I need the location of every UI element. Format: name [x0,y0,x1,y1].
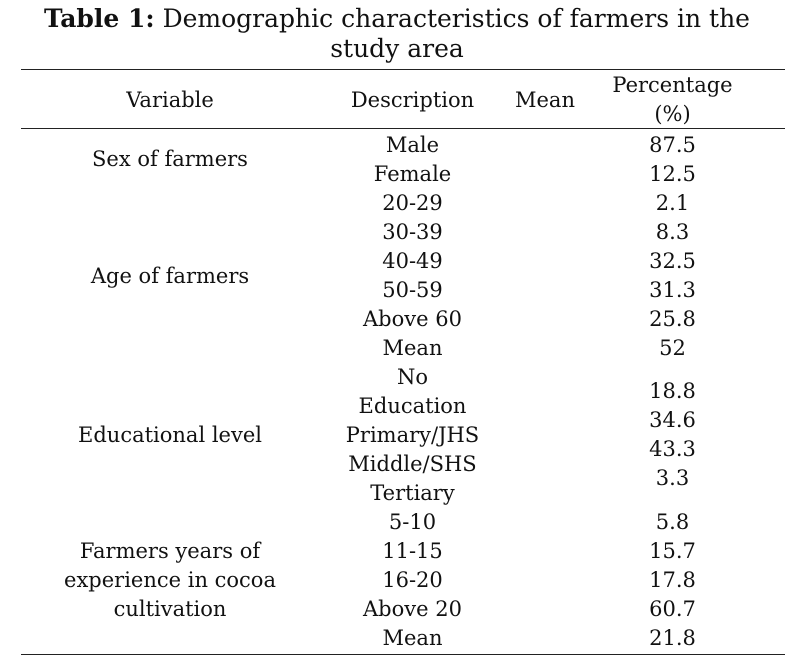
group-experience-description: 16-20 [382,568,443,592]
group-experience-variable: cultivation [113,597,227,621]
table-title-text: Demographic characteristics of farmers i… [154,4,750,63]
group-age-description: 20-29 [382,191,443,215]
group-age-percentage: 52 [659,336,686,360]
header-description: Description [350,88,475,112]
header-mean: Mean [515,88,575,112]
group-education-percentage: 43.3 [649,437,696,461]
group-age-description: Mean [382,336,443,360]
group-education-description: Middle/SHS [348,452,477,476]
group-education-percentage: 3.3 [655,466,690,490]
group-age-description: 40-49 [382,249,443,273]
group-experience-variable: Farmers years of [79,539,261,563]
header-percentage: Percentage [612,73,733,97]
group-experience-percentage: 5.8 [655,510,690,534]
group-education-variable: Educational level [78,423,262,447]
header-variable: Variable [126,88,214,112]
group-education-description: No [396,365,429,389]
group-age-percentage: 31.3 [649,278,696,302]
group-experience-percentage: 17.8 [649,568,696,592]
table-title-label: Table 1: [44,4,155,33]
group-experience-percentage: 21.8 [649,626,696,650]
group-age-percentage: 25.8 [649,307,696,331]
group-age-description: 50-59 [382,278,443,302]
group-sex-description: Female [373,162,452,186]
group-age-variable: Age of farmers [90,264,250,288]
group-age-percentage: 8.3 [655,220,690,244]
top-rule [21,69,785,70]
group-age-percentage: 2.1 [655,191,690,215]
group-age-description: Above 60 [363,307,462,331]
group-experience-percentage: 15.7 [649,539,696,563]
group-experience-variable: experience in cocoa [64,568,276,592]
group-experience-description: Mean [382,626,443,650]
group-education-description: Education [358,394,467,418]
group-experience-description: 11-15 [382,539,443,563]
table-title: Table 1: Demographic characteristics of … [10,4,784,64]
group-experience-description: 5-10 [388,510,437,534]
group-education-description: Primary/JHS [345,423,480,447]
group-education-description: Tertiary [370,481,455,505]
group-sex-percentage: 87.5 [649,133,696,157]
group-sex-percentage: 12.5 [649,162,696,186]
bottom-rule [21,654,785,655]
group-sex-variable: Sex of farmers [92,147,248,171]
group-sex-description: Male [385,133,440,157]
group-age-description: 30-39 [382,220,443,244]
header-rule [21,128,785,129]
group-education-percentage: 18.8 [649,379,696,403]
header-percentage-unit: (%) [654,102,691,126]
group-education-percentage: 34.6 [649,408,696,432]
group-experience-percentage: 60.7 [649,597,696,621]
group-age-percentage: 32.5 [649,249,696,273]
group-experience-description: Above 20 [363,597,462,621]
